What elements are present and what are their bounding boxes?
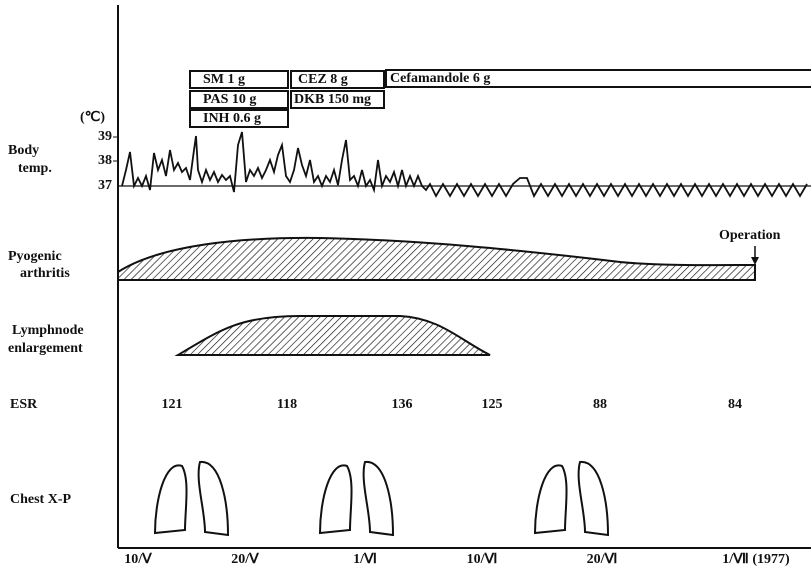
lymph-area [178, 316, 490, 355]
row-label: Chest X-P [10, 492, 71, 507]
lung-outline [364, 462, 393, 535]
x-label: 10/Ⅵ [467, 552, 498, 567]
esr-value: 121 [162, 397, 183, 412]
lung-outline [579, 462, 608, 535]
lungs [155, 462, 608, 535]
esr-value: 125 [482, 397, 503, 412]
temp-unit: (℃) [80, 110, 105, 125]
row-label: ESR [10, 397, 38, 412]
x-label: 20/Ⅴ [231, 552, 259, 567]
annotation: Operation [719, 228, 781, 243]
arthritis-area [118, 238, 755, 280]
x-label: 1/Ⅶ (1977) [722, 552, 790, 567]
arrow-head [751, 257, 759, 265]
row-label: arthritis [20, 266, 70, 281]
page: SM 1 g PAS 10 g INH 0.6 g CEZ 8 g DKB 15… [0, 0, 811, 570]
esr-value: 136 [392, 397, 413, 412]
row-label: Pyogenic [8, 249, 62, 264]
drug-label: INH 0.6 g [203, 111, 261, 126]
drug-label: Cefamandole 6 g [390, 71, 490, 86]
esr-value: 88 [593, 397, 607, 412]
row-label: temp. [18, 161, 52, 176]
drug-label: SM 1 g [203, 72, 245, 87]
esr-value: 84 [728, 397, 742, 412]
temp-tick: 38 [98, 153, 112, 168]
lung-outline [199, 462, 228, 535]
lung-outline [320, 465, 352, 533]
lung-outline [535, 465, 567, 533]
figure: SM 1 g PAS 10 g INH 0.6 g CEZ 8 g DKB 15… [0, 0, 811, 570]
drug-label: CEZ 8 g [298, 72, 348, 87]
temp-tick: 37 [98, 178, 112, 193]
row-label: enlargement [8, 341, 83, 356]
drug-label: DKB 150 mg [294, 92, 371, 107]
drug-label: PAS 10 g [203, 92, 256, 107]
x-label: 10/Ⅴ [124, 552, 152, 567]
row-label: Body [8, 143, 39, 158]
x-label: 20/Ⅵ [587, 552, 618, 567]
esr-value: 118 [277, 397, 297, 412]
lung-outline [155, 465, 187, 533]
temp-tick: 39 [98, 129, 112, 144]
x-label: 1/Ⅵ [353, 552, 377, 567]
row-label: Lymphnode [12, 323, 84, 338]
